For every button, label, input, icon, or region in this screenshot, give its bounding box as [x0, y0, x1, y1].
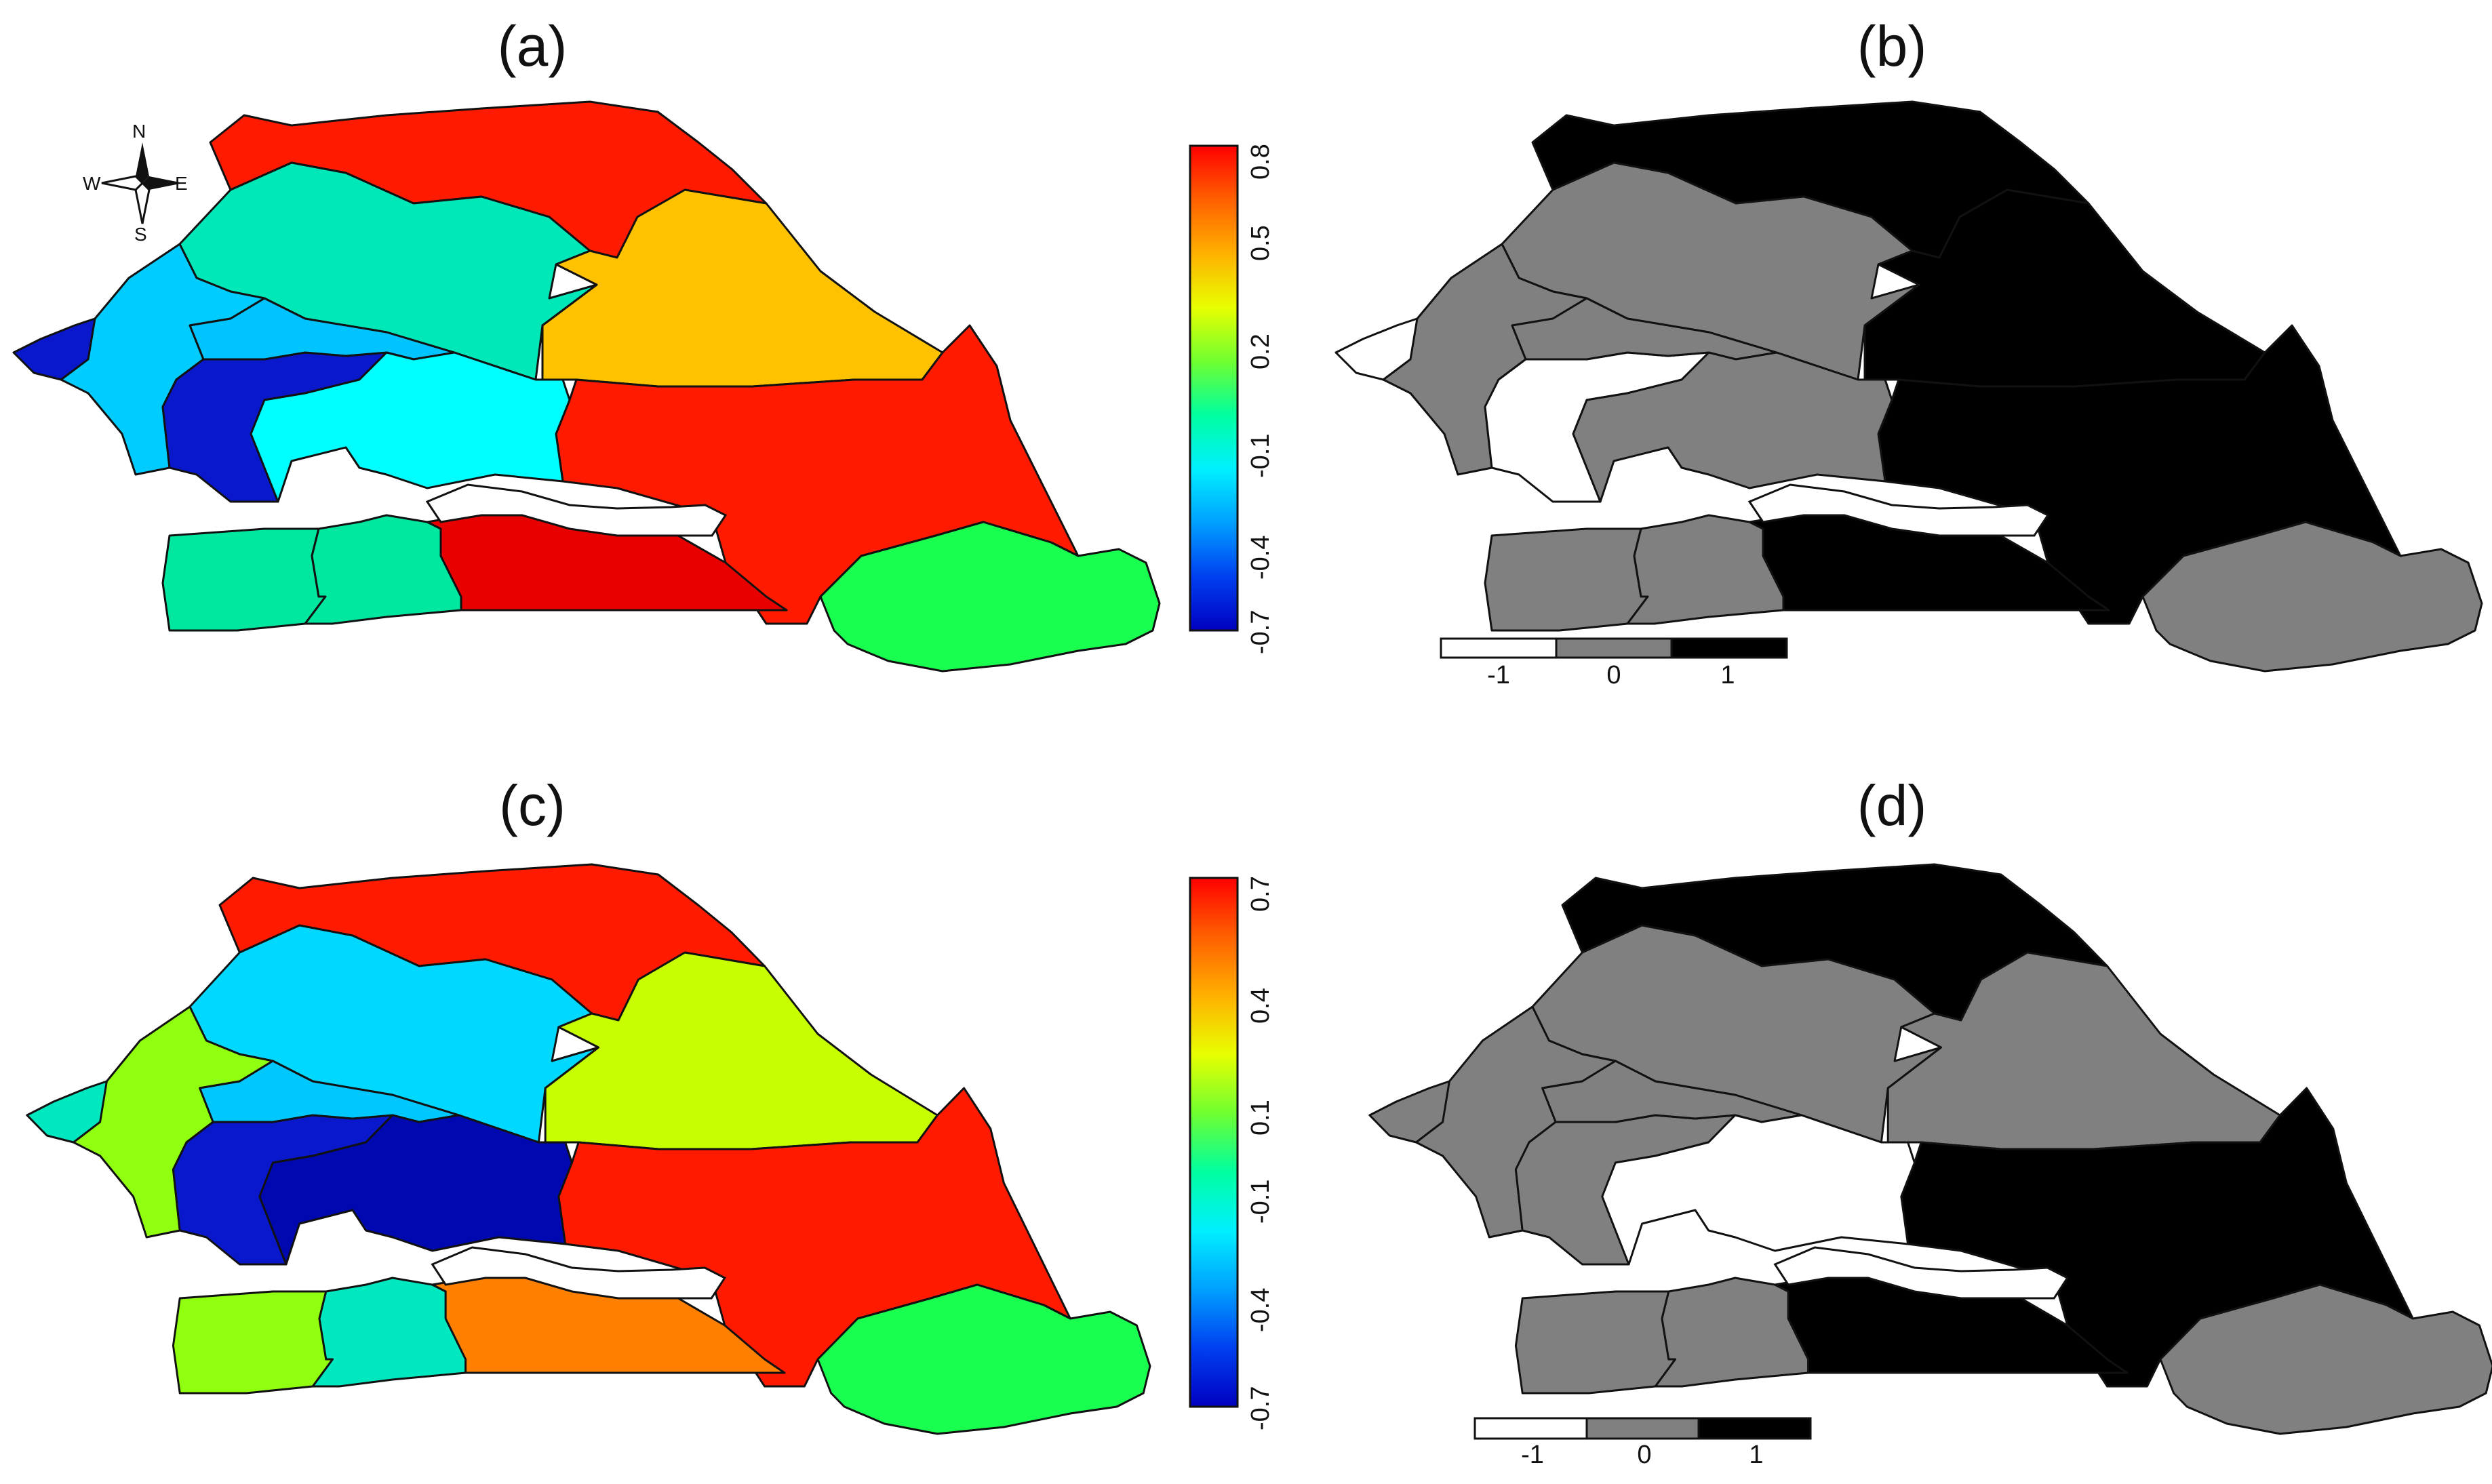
legend-a-tick: -0.7 [1246, 609, 1275, 654]
gambia-river [1747, 483, 2050, 537]
region-kedougou [819, 521, 1161, 673]
legend-b-swatch [1555, 637, 1673, 659]
legend-d-class: 1 [1749, 1441, 1764, 1469]
panel-title-d: (d) [1857, 774, 1927, 837]
legend-a-tick: 0.8 [1246, 144, 1275, 180]
region-ziguinchor [1514, 1290, 1677, 1395]
region-sedhiou [1626, 514, 1785, 625]
legend-a-tick: -0.4 [1246, 535, 1275, 580]
panel-title-c: (c) [499, 774, 566, 837]
gambia-river [425, 483, 728, 537]
compass-e: E [175, 173, 188, 194]
gambia-river [431, 1246, 726, 1300]
legend-c-tick: -0.1 [1246, 1179, 1275, 1224]
legend-d-class: 0 [1637, 1441, 1652, 1469]
region-kaolack [1601, 1114, 1916, 1266]
legend-c-tick: -0.7 [1246, 1386, 1275, 1430]
legend-d-swatch [1474, 1417, 1588, 1440]
region-dakar [12, 317, 96, 381]
map-panel-b [1334, 100, 2483, 673]
panel-title-b: (b) [1857, 14, 1927, 78]
region-dakar [1368, 1080, 1450, 1144]
legend-d-class: -1 [1521, 1441, 1544, 1469]
region-dakar [26, 1080, 108, 1144]
region-dakar [1334, 317, 1419, 381]
legend-c-tick: 0.4 [1246, 988, 1275, 1024]
legend-b-class: 1 [1720, 661, 1735, 689]
map-panel-c [26, 863, 1151, 1435]
legend-d [1474, 1417, 1812, 1440]
map-panel-a [12, 100, 1161, 673]
region-sedhiou [1654, 1277, 1810, 1388]
panel-title-a: (a) [497, 14, 568, 78]
legend-d-swatch [1585, 1417, 1700, 1440]
legend-c-tick: -0.4 [1246, 1287, 1275, 1332]
legend-a-tick: 0.5 [1246, 225, 1275, 261]
gambia-river [1773, 1246, 2069, 1300]
legend-a-tick: -0.1 [1246, 433, 1275, 478]
region-kedougou [2141, 521, 2483, 673]
region-kedougou [2159, 1283, 2492, 1435]
legend-b-class: -1 [1487, 661, 1510, 689]
legend-b-class: 0 [1606, 661, 1621, 689]
legend-c-tick: 0.7 [1246, 876, 1275, 912]
legend-b-swatch [1440, 637, 1558, 659]
region-kaolack [258, 1114, 573, 1266]
legend-b [1440, 637, 1788, 659]
compass-s: S [134, 224, 147, 245]
region-kedougou [816, 1283, 1151, 1435]
compass-w: W [83, 173, 101, 194]
compass-n: N [132, 121, 146, 142]
legend-c-tick: 0.1 [1246, 1100, 1275, 1136]
map-panel-d [1368, 863, 2492, 1435]
legend-d-swatch [1697, 1417, 1812, 1440]
legend-b-swatch [1670, 637, 1788, 659]
legend-a-tick: 0.2 [1246, 334, 1275, 369]
colorbar-a [1189, 144, 1239, 632]
region-ziguinchor [172, 1290, 334, 1395]
region-kaolack [250, 351, 571, 503]
region-ziguinchor [161, 527, 327, 632]
region-ziguinchor [1484, 527, 1649, 632]
colorbar-c [1189, 877, 1239, 1408]
region-kaolack [1572, 351, 1893, 503]
region-sedhiou [311, 1277, 467, 1388]
region-sedhiou [304, 514, 462, 625]
